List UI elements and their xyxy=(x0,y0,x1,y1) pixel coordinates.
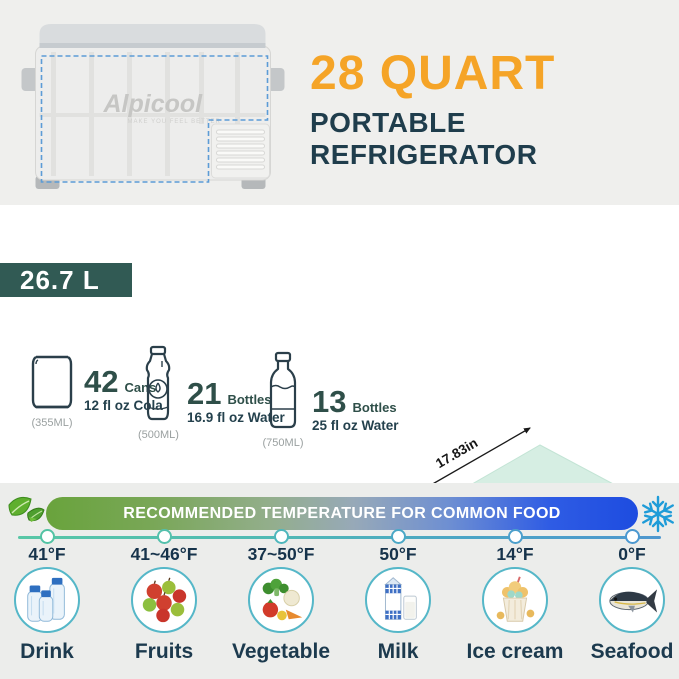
capacity-count: 13 xyxy=(312,384,347,419)
capacity-ml: (355ML) xyxy=(31,417,73,429)
capacity-ml: (500ML) xyxy=(138,429,179,441)
fridge-lid-trim xyxy=(39,43,266,48)
capacity-count: 21 xyxy=(186,376,222,411)
water-bottle-icon xyxy=(269,351,297,429)
water-bottles-icon xyxy=(27,577,65,622)
fridge-handle-right xyxy=(267,68,285,91)
food-temp: 14°F xyxy=(496,544,534,564)
capacity-count: 42 xyxy=(84,364,119,399)
food-temp: 41°F xyxy=(28,544,66,564)
snowflake-icon xyxy=(642,495,674,533)
vegetables-icon xyxy=(262,578,303,621)
leaf-icon xyxy=(8,497,45,522)
food-label: Milk xyxy=(377,640,419,663)
food-temperature-section: RECOMMENDED TEMPERATURE FOR COMMON FOOD xyxy=(0,483,679,679)
water-bottle-icon xyxy=(146,345,171,421)
food-label: Vegetable xyxy=(231,640,331,663)
fridge-lid xyxy=(39,24,266,47)
brand-tagline: MAKE YOU FEEL BETTER xyxy=(128,119,221,125)
volume-badge: 26.7 L xyxy=(0,263,132,297)
capacity-ml: (750ML) xyxy=(262,437,304,449)
food-label: Seafood xyxy=(590,640,674,663)
food-photo-circle xyxy=(482,567,548,633)
food-photo-circle xyxy=(131,567,197,633)
food-photo-circle xyxy=(248,567,314,633)
page-subtitle: PORTABLE REFRIGERATOR xyxy=(310,106,538,170)
scale-node xyxy=(508,529,523,544)
capacity-desc: 12 fl oz Cola xyxy=(84,398,163,413)
capacity-item-bottles-500: (500ML) 21 Bottles 16.9 fl oz Water xyxy=(138,345,285,441)
cover-dashed-outline xyxy=(40,55,269,183)
fish-icon xyxy=(609,589,658,613)
temperature-scale-line xyxy=(18,536,661,539)
capacity-desc: 16.9 fl oz Water xyxy=(186,410,285,425)
scale-node xyxy=(40,529,55,544)
vent-slats xyxy=(216,129,265,170)
title-block: 28 QUART PORTABLE REFRIGERATOR xyxy=(310,47,679,171)
milk-carton-icon xyxy=(384,577,417,620)
capacity-desc: 25 fl oz Water xyxy=(312,418,399,433)
food-photo-circle xyxy=(365,567,431,633)
food-temp: 37~50°F xyxy=(247,544,315,564)
capacity-unit: Bottles xyxy=(352,400,397,415)
capacity-section: 26.7 L (355ML) 42 Cans xyxy=(0,205,679,673)
food-label: Ice cream xyxy=(466,640,564,663)
header-section: Alpicool MAKE YOU FEEL BETTER 28 QUART P… xyxy=(0,0,679,205)
scale-node xyxy=(625,529,640,544)
fridge-cage-ribs xyxy=(39,52,266,176)
capacity-unit: Bottles xyxy=(227,392,272,407)
scale-node xyxy=(391,529,406,544)
scale-node xyxy=(274,529,289,544)
food-temp: 0°F xyxy=(618,544,646,564)
fridge-handle-left xyxy=(21,68,39,91)
capacity-item-bottles-750: (750ML) 13 Bottles 25 fl oz Water xyxy=(262,351,399,449)
dim-label-top: 17.83in xyxy=(433,435,480,471)
food-label: Drink xyxy=(20,640,74,663)
food-photo-circle xyxy=(14,567,80,633)
refrigerator-illustration: Alpicool MAKE YOU FEEL BETTER xyxy=(21,24,285,189)
food-temp: 41~46°F xyxy=(130,544,198,564)
food-label: Fruits xyxy=(134,640,194,663)
brand-logo: Alpicool xyxy=(103,90,204,118)
cola-can-icon xyxy=(31,355,73,409)
apples-icon xyxy=(142,577,187,623)
ice-cream-icon xyxy=(496,576,535,622)
scale-node xyxy=(157,529,172,544)
food-temp: 50°F xyxy=(379,544,417,564)
food-photo-circle xyxy=(599,567,665,633)
page-title: 28 QUART xyxy=(310,47,556,100)
temperature-banner: RECOMMENDED TEMPERATURE FOR COMMON FOOD xyxy=(46,497,638,530)
